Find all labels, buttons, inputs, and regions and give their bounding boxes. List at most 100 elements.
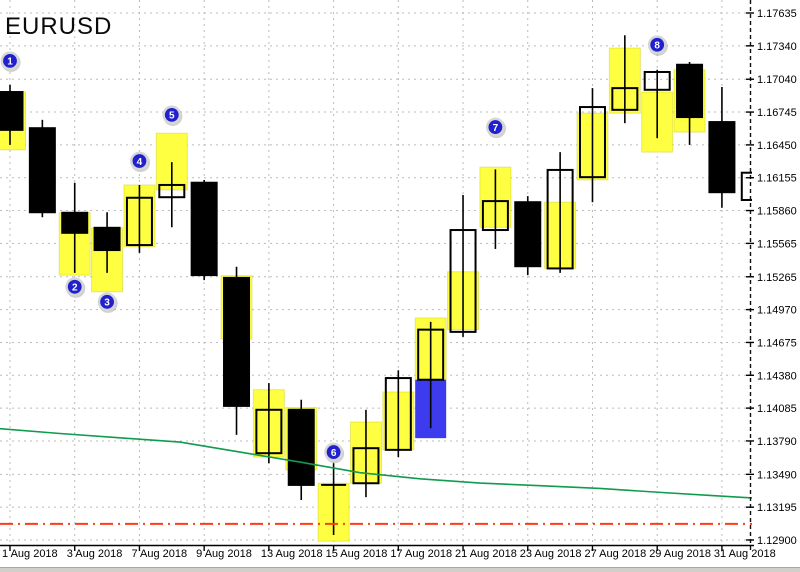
date-label: 23 Aug 2018 xyxy=(520,548,582,560)
price-label: 1.17635 xyxy=(757,8,797,20)
candle xyxy=(223,266,251,435)
candle-body-bullish xyxy=(255,408,283,455)
candle xyxy=(578,88,606,203)
date-label: 13 Aug 2018 xyxy=(261,548,323,560)
candle xyxy=(125,184,153,253)
candle xyxy=(546,152,574,273)
signal-badge-8: 8 xyxy=(647,35,668,56)
candle-body-bullish xyxy=(417,328,445,381)
signal-badge-6: 6 xyxy=(324,442,345,464)
date-label: 29 Aug 2018 xyxy=(649,548,711,560)
badge-number: 6 xyxy=(331,448,337,459)
badge-number: 5 xyxy=(169,111,175,122)
candle xyxy=(449,194,477,337)
badge-number: 4 xyxy=(137,157,143,168)
date-label: 31 Aug 2018 xyxy=(714,548,776,560)
candle xyxy=(158,162,186,228)
candle-body-bearish xyxy=(223,276,251,407)
date-label: 15 Aug 2018 xyxy=(326,548,388,560)
candle-body-bullish xyxy=(158,183,186,199)
price-label: 1.16745 xyxy=(757,107,797,119)
candle-body-bullish xyxy=(740,171,752,201)
date-label: 9 Aug 2018 xyxy=(196,548,252,560)
price-label: 1.17340 xyxy=(757,41,797,53)
candle xyxy=(643,69,671,139)
price-label: 1.16155 xyxy=(757,173,797,185)
candle xyxy=(0,84,24,145)
badge-circle xyxy=(650,37,665,52)
candle-body-bullish xyxy=(546,168,574,270)
badge-circle xyxy=(100,294,114,309)
candle xyxy=(61,182,89,273)
candle xyxy=(352,409,380,498)
candle-body-bearish xyxy=(708,121,736,194)
candle-body-bullish xyxy=(449,229,477,333)
time-axis[interactable]: 1 Aug 2018 3 Aug 2018 7 Aug 2018 9 Aug 2018… xyxy=(2,545,776,560)
date-label: 17 Aug 2018 xyxy=(390,548,452,560)
badge-number: 2 xyxy=(72,283,78,294)
badge-number: 7 xyxy=(493,123,499,134)
signal-badge-1: 1 xyxy=(0,51,21,72)
price-label: 1.16450 xyxy=(757,140,797,152)
date-label: 21 Aug 2018 xyxy=(455,548,517,560)
candle-body-bearish xyxy=(93,226,121,252)
date-label: 27 Aug 2018 xyxy=(584,548,646,560)
symbol-label: EURUSD xyxy=(5,13,113,40)
price-label: 1.13790 xyxy=(757,436,797,448)
candle xyxy=(481,169,509,249)
candle-body-bearish xyxy=(514,201,542,268)
price-label: 1.15565 xyxy=(757,238,797,250)
candle-body-bullish xyxy=(481,200,509,232)
moving-average-line xyxy=(0,427,752,499)
signal-badge-7: 7 xyxy=(486,117,506,139)
badge-circle xyxy=(164,107,179,122)
price-label: 1.14380 xyxy=(757,370,797,382)
candles-layer xyxy=(0,35,752,535)
candle-body-bearish xyxy=(61,211,89,234)
date-label: 3 Aug 2018 xyxy=(67,548,123,560)
candle xyxy=(190,179,218,281)
price-label: 1.12900 xyxy=(757,535,797,547)
badge-number: 1 xyxy=(7,57,13,68)
date-label: 1 Aug 2018 xyxy=(2,548,58,560)
candle xyxy=(417,321,445,429)
candle xyxy=(287,399,315,500)
candle xyxy=(28,119,56,218)
signal-badges-layer: 1 2 3 4 5 6 7 8 xyxy=(0,35,668,464)
badge-circle xyxy=(132,154,147,168)
candle-body-bullish xyxy=(611,87,639,111)
badge-number: 3 xyxy=(104,298,110,309)
candle xyxy=(611,35,639,124)
candle-body-bearish xyxy=(28,127,56,214)
candle xyxy=(384,370,412,458)
price-label: 1.13195 xyxy=(757,502,797,514)
candle xyxy=(740,171,752,201)
signal-badge-3: 3 xyxy=(97,292,118,313)
price-axis[interactable]: 1.17635 1.17340 1.17040 1.16745 1.16450 1.161… xyxy=(746,8,797,547)
candle xyxy=(93,212,121,273)
candle-body-bearish xyxy=(287,408,315,486)
candle-body-bullish xyxy=(578,106,606,179)
badge-circle xyxy=(488,120,503,134)
candle xyxy=(676,61,704,145)
candle-body-bearish xyxy=(676,63,704,119)
badge-circle xyxy=(326,445,341,459)
candle-body-bullish xyxy=(352,447,380,485)
window-bottom-edge xyxy=(0,567,800,572)
plot-layer xyxy=(0,35,752,542)
price-label: 1.14085 xyxy=(757,403,797,415)
candle-body-bullish xyxy=(125,196,153,247)
badge-number: 8 xyxy=(654,41,660,52)
candle-body-bearish xyxy=(0,91,24,131)
candle-body-bullish xyxy=(643,70,671,91)
candle xyxy=(708,87,736,208)
candle-body-bullish xyxy=(384,377,412,451)
badge-circle xyxy=(67,279,82,294)
candle xyxy=(514,196,542,276)
date-label: 7 Aug 2018 xyxy=(131,548,187,560)
price-label: 1.17040 xyxy=(757,74,797,86)
candle-body-bearish xyxy=(190,181,218,277)
price-label: 1.14675 xyxy=(757,337,797,349)
